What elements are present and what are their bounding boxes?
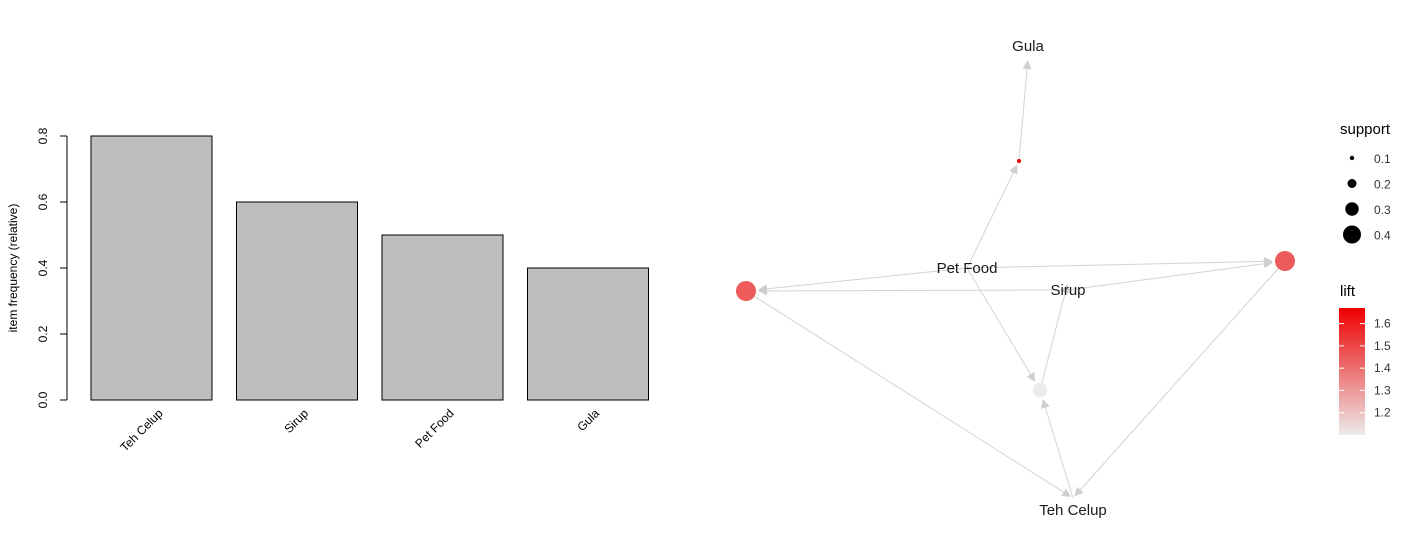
rule-node [1017, 159, 1021, 163]
lift-colorbar [1339, 308, 1365, 435]
bar [236, 201, 358, 401]
rule-node [1032, 382, 1048, 398]
bar-chart: item frequency (relative) 0.00.20.40.60.… [6, 127, 649, 454]
lift-tick-label: 1.5 [1374, 339, 1391, 353]
lift-tick-label: 1.4 [1374, 361, 1391, 375]
item-label: Pet Food [937, 260, 998, 277]
edge-lhs [1041, 399, 1074, 499]
lift-tick-label: 1.6 [1374, 317, 1391, 331]
item-labels: Gula Pet Food Sirup Teh Celup [937, 38, 1107, 519]
lift-tick-label: 1.2 [1374, 406, 1391, 420]
legend-support-entries: 0.1 0.2 0.3 0.4 [1343, 152, 1391, 244]
legend-lift-title: lift [1340, 283, 1356, 300]
edge-lhs [1067, 259, 1274, 291]
y-tick-label: 0.2 [36, 325, 50, 342]
legend-size-label: 0.2 [1374, 178, 1391, 192]
rule-nodes [736, 159, 1295, 398]
bar [527, 267, 649, 401]
legend-size-key [1343, 225, 1361, 244]
legend-size-label: 0.3 [1374, 203, 1391, 217]
y-tick-label: 0.0 [36, 391, 50, 408]
y-axis-label: item frequency (relative) [6, 204, 20, 333]
bars [90, 135, 649, 401]
item-label: Sirup [1050, 282, 1085, 299]
edge-rhs [1074, 260, 1286, 497]
lift-tick-label: 1.3 [1374, 383, 1391, 397]
rule-node [736, 281, 756, 301]
graph-edges [745, 60, 1286, 499]
y-tick-label: 0.6 [36, 193, 50, 210]
legend-size-key [1345, 202, 1359, 216]
item-label: Gula [1012, 38, 1044, 55]
edge-lhs [966, 267, 1036, 382]
legend-size-label: 0.1 [1374, 152, 1391, 166]
bar [381, 234, 504, 401]
y-axis: 0.0 0.2 0.4 0.6 0.8 [36, 127, 68, 408]
legend-size-label: 0.4 [1374, 229, 1391, 243]
edge-rhs [1018, 60, 1032, 162]
y-tick-label: 0.8 [36, 127, 50, 144]
edge-rhs [1039, 284, 1070, 391]
edge-lhs [966, 164, 1018, 269]
bar [90, 135, 213, 401]
edge-lhs [758, 267, 968, 294]
edge-lhs [758, 286, 1069, 296]
rule-node [1275, 251, 1295, 271]
edge-rhs [745, 290, 1072, 497]
legend-size-key [1349, 155, 1355, 161]
legend-lift-ticks: 1.2 1.3 1.4 1.5 1.6 [1339, 317, 1391, 420]
item-label: Teh Celup [1039, 502, 1107, 519]
legend-size-key [1347, 179, 1357, 188]
y-tick-label: 0.4 [36, 259, 50, 276]
legend: support 0.10.20.30.4 lift 1.21.31.41.51.… [1339, 121, 1391, 435]
legend-support-title: support [1340, 121, 1391, 138]
edge-lhs [966, 256, 1273, 269]
